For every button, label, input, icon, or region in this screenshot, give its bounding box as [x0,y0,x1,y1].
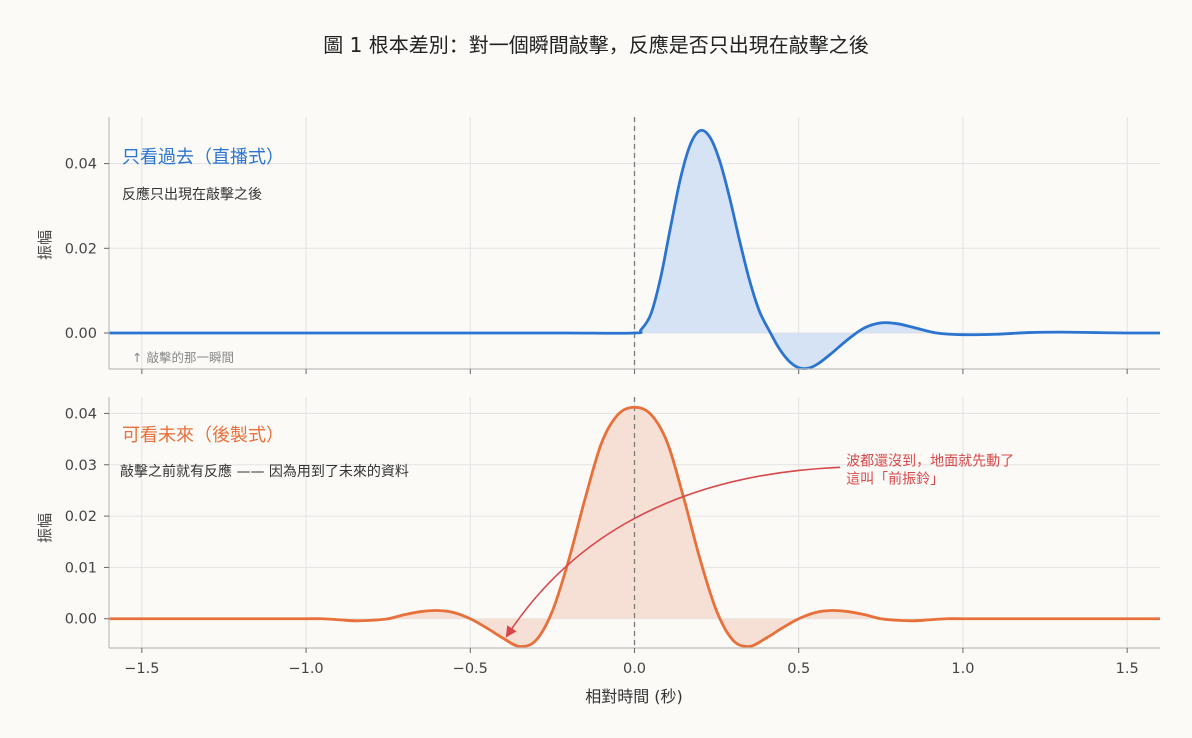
bottom-y-axis-label: 振幅 [36,513,54,543]
top-panel-subtitle: 反應只出現在敲擊之後 [122,186,262,203]
y-tick-label: 0.02 [65,509,97,525]
acausal-panel: 0.00 0.01 0.02 0.03 0.04 −1.5 −1.0 −0.5 0.0 0.5 1… [36,397,1160,706]
x-tick-label: 1.5 [1116,661,1139,677]
bottom-x-ticks: −1.5 −1.0 −0.5 0.0 0.5 1.0 1.5 [124,648,1139,677]
figure-title: 圖 1 根本差別：對一個瞬間敲擊，反應是否只出現在敲擊之後 [323,33,868,57]
bottom-panel-subtitle: 敲擊之前就有反應 —— 因為用到了未來的資料 [120,463,409,480]
top-y-ticks: 0.00 0.02 0.04 [65,157,109,342]
y-tick-label: 0.03 [65,458,97,474]
causal-panel: 0.00 0.02 0.04 只看過去（直播式） 反應只出現在敲擊之後 ↑ 敲擊的那… [36,117,1161,374]
y-tick-label: 0.00 [65,326,97,342]
x-tick-label: −0.5 [453,661,488,677]
x-tick-label: 0.5 [787,661,810,677]
annotation-text-line-2: 這叫「前振鈴」 [846,470,944,487]
x-axis-label: 相對時間 (秒) [585,687,683,706]
top-response-curve [108,128,1161,371]
top-x-tick-marks [141,369,1128,374]
annotation-text-line-1: 波都還沒到，地面就先動了 [846,452,1014,469]
bottom-panel-title: 可看未來（後製式） [122,425,284,446]
bottom-response-curve [109,405,1160,648]
top-y-axis-label: 振幅 [36,230,54,260]
x-tick-label: 0.0 [623,661,646,677]
top-panel-title: 只看過去（直播式） [122,147,284,168]
x-tick-label: −1.0 [288,661,323,677]
x-tick-label: 1.0 [951,661,974,677]
y-tick-label: 0.00 [65,612,97,628]
y-tick-label: 0.01 [65,560,97,576]
impulse-note: ↑ 敲擊的那一瞬間 [132,350,234,365]
bottom-y-ticks: 0.00 0.01 0.02 0.03 0.04 [65,406,109,628]
annotation-arrow [505,466,841,638]
pre-ringing-annotation: 波都還沒到，地面就先動了 這叫「前振鈴」 [505,452,1014,638]
series-line [108,128,1161,371]
y-tick-label: 0.04 [65,406,97,422]
y-tick-label: 0.04 [65,157,97,173]
y-tick-label: 0.02 [65,241,97,257]
series-line [109,405,1160,648]
x-tick-label: −1.5 [124,661,159,677]
